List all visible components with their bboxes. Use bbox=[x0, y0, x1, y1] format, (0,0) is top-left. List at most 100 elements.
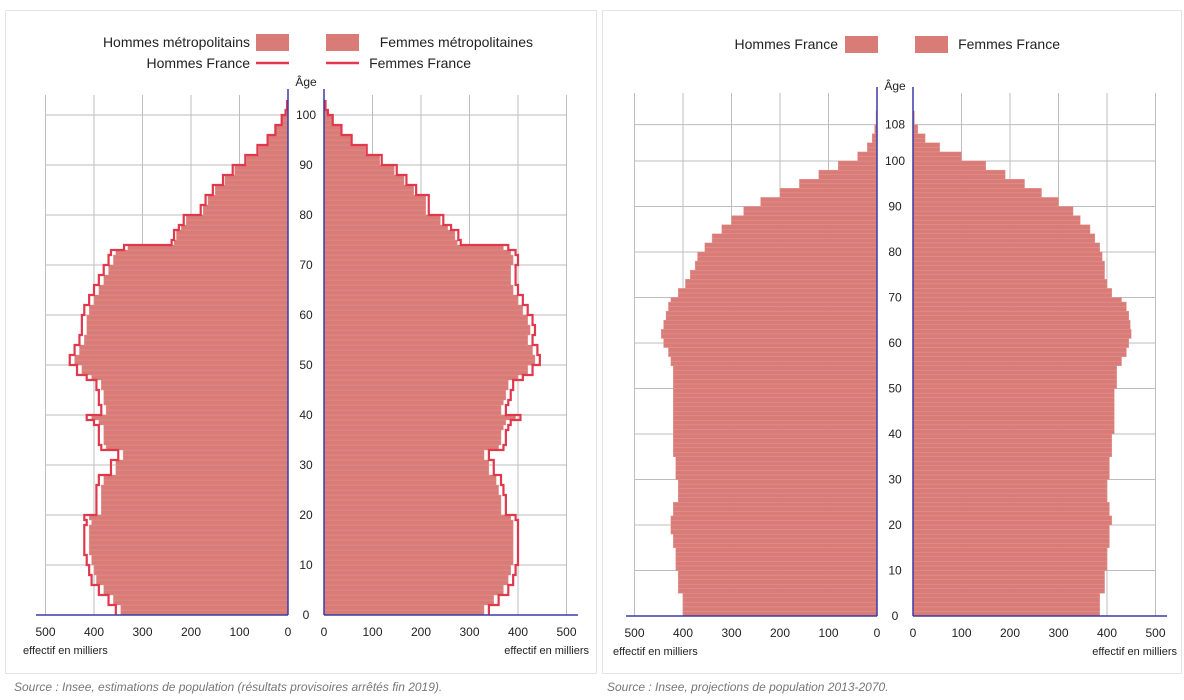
bar-men-age-74 bbox=[173, 239, 289, 246]
bar-women-age-3 bbox=[912, 597, 1100, 603]
age-tick-label: 70 bbox=[888, 291, 902, 305]
bar-men-age-90 bbox=[246, 159, 289, 166]
bar-men-age-49 bbox=[673, 388, 878, 394]
bar-women-age-36 bbox=[323, 429, 502, 436]
x-tick-label-right: 400 bbox=[1097, 626, 1117, 640]
bar-women-age-11 bbox=[912, 561, 1108, 567]
bar-women-age-4 bbox=[912, 593, 1100, 599]
bar-women-age-63 bbox=[323, 294, 519, 301]
bar-women-age-80 bbox=[912, 247, 1100, 253]
bar-men-age-36 bbox=[103, 429, 289, 436]
bar-men-age-77 bbox=[181, 224, 289, 231]
bar-men-age-31 bbox=[122, 454, 289, 461]
bar-women-age-86 bbox=[912, 219, 1081, 225]
bar-men-age-40 bbox=[673, 429, 878, 435]
bar-men-age-10 bbox=[675, 565, 878, 571]
bar-men-age-81 bbox=[704, 242, 878, 248]
bar-women-age-79 bbox=[323, 214, 441, 221]
bar-men-age-59 bbox=[663, 342, 878, 348]
age-tick-label: 40 bbox=[888, 427, 902, 441]
bar-men-age-18 bbox=[670, 529, 878, 535]
age-tick-label: 20 bbox=[888, 518, 902, 532]
bar-men-age-22 bbox=[101, 499, 289, 506]
bar-men-age-92 bbox=[779, 192, 878, 198]
bar-men-age-30 bbox=[115, 459, 289, 466]
bar-women-age-64 bbox=[323, 289, 514, 296]
bar-men-age-61 bbox=[660, 333, 878, 339]
bar-men-age-75 bbox=[176, 234, 289, 241]
age-axis-label: Âge bbox=[295, 74, 317, 89]
bar-women-age-82 bbox=[323, 199, 427, 206]
bar-men-age-16 bbox=[88, 529, 289, 536]
age-tick-label: 100 bbox=[885, 154, 905, 168]
bar-women-age-94 bbox=[323, 139, 351, 146]
bar-men-age-99 bbox=[837, 160, 878, 166]
bar-men-age-27 bbox=[677, 488, 878, 494]
bar-men-age-56 bbox=[86, 329, 289, 336]
bar-men-age-2 bbox=[682, 602, 878, 608]
bar-women-age-94 bbox=[912, 183, 1025, 189]
bar-men-age-9 bbox=[93, 564, 289, 571]
bar-men-age-85 bbox=[721, 224, 878, 230]
bar-women-age-26 bbox=[323, 479, 497, 486]
bar-men-age-78 bbox=[185, 219, 289, 226]
x-axis-label-right: effectif en milliers bbox=[1092, 646, 1177, 658]
bar-men-age-61 bbox=[88, 304, 289, 311]
bar-women-age-67 bbox=[323, 274, 511, 281]
bar-women-age-59 bbox=[323, 314, 528, 321]
bar-women-age-40 bbox=[912, 429, 1115, 435]
bar-women-age-75 bbox=[912, 270, 1105, 275]
bar-women-age-52 bbox=[912, 374, 1117, 380]
pyramid-chart-right: 0 10 20 30 40 50 60 70 80 90 100 108 Âge 500 400 300 200… bbox=[613, 36, 1177, 658]
bar-women-age-82 bbox=[912, 238, 1096, 244]
x-tick-label-left: 300 bbox=[132, 625, 152, 639]
bar-men-age-100 bbox=[857, 156, 878, 162]
bar-men-age-55 bbox=[84, 334, 289, 341]
bar-women-age-28 bbox=[323, 469, 490, 476]
bar-women-age-32 bbox=[323, 449, 485, 456]
bar-women-age-9 bbox=[323, 564, 511, 571]
bar-women-age-14 bbox=[912, 547, 1108, 553]
bar-women-age-16 bbox=[912, 538, 1110, 544]
bar-women-age-51 bbox=[912, 379, 1117, 385]
x-tick-label-left: 300 bbox=[721, 626, 741, 640]
bar-women-age-11 bbox=[323, 554, 514, 561]
bar-women-age-70 bbox=[323, 259, 514, 266]
age-tick-label: 0 bbox=[892, 609, 899, 623]
bar-men-age-53 bbox=[673, 370, 878, 376]
bar-men-age-37 bbox=[673, 442, 878, 448]
bar-women-age-10 bbox=[323, 559, 514, 566]
bar-men-age-5 bbox=[677, 588, 878, 594]
bar-women-age-72 bbox=[323, 249, 511, 256]
bar-women-age-84 bbox=[912, 229, 1091, 235]
bar-women-age-87 bbox=[323, 174, 405, 181]
bar-men-age-60 bbox=[663, 338, 878, 344]
bar-women-age-30 bbox=[912, 474, 1110, 480]
bar-women-age-64 bbox=[912, 320, 1131, 326]
bar-men-age-12 bbox=[675, 556, 878, 562]
bar-women-age-3 bbox=[323, 594, 494, 601]
bar-men-age-3 bbox=[113, 594, 289, 601]
bar-men-age-39 bbox=[91, 414, 289, 421]
bar-women-age-2 bbox=[912, 602, 1100, 608]
bar-men-age-19 bbox=[670, 524, 878, 530]
bar-men-age-71 bbox=[113, 254, 289, 261]
bar-men-age-82 bbox=[711, 238, 878, 244]
bar-women-age-76 bbox=[323, 229, 456, 236]
bar-men-age-55 bbox=[670, 361, 878, 366]
bar-women-age-60 bbox=[912, 338, 1130, 344]
pyramid-chart-left: 0 10 20 30 40 50 60 70 80 90 100 Âge 500 400 300 200 100… bbox=[23, 34, 589, 657]
bar-men-age-83 bbox=[207, 194, 289, 201]
bar-men-age-51 bbox=[673, 379, 878, 385]
bar-men-age-80 bbox=[202, 209, 289, 216]
bar-men-age-53 bbox=[79, 344, 289, 351]
bar-women-age-7 bbox=[323, 574, 509, 581]
bar-men-age-63 bbox=[663, 324, 878, 330]
bar-men-age-59 bbox=[86, 314, 289, 321]
bar-women-age-86 bbox=[323, 179, 405, 186]
bar-women-age-98 bbox=[323, 119, 333, 126]
bar-women-age-10 bbox=[912, 565, 1108, 571]
bar-men-age-58 bbox=[668, 347, 878, 353]
bar-women-age-41 bbox=[912, 424, 1115, 430]
bar-women-age-48 bbox=[323, 369, 528, 376]
